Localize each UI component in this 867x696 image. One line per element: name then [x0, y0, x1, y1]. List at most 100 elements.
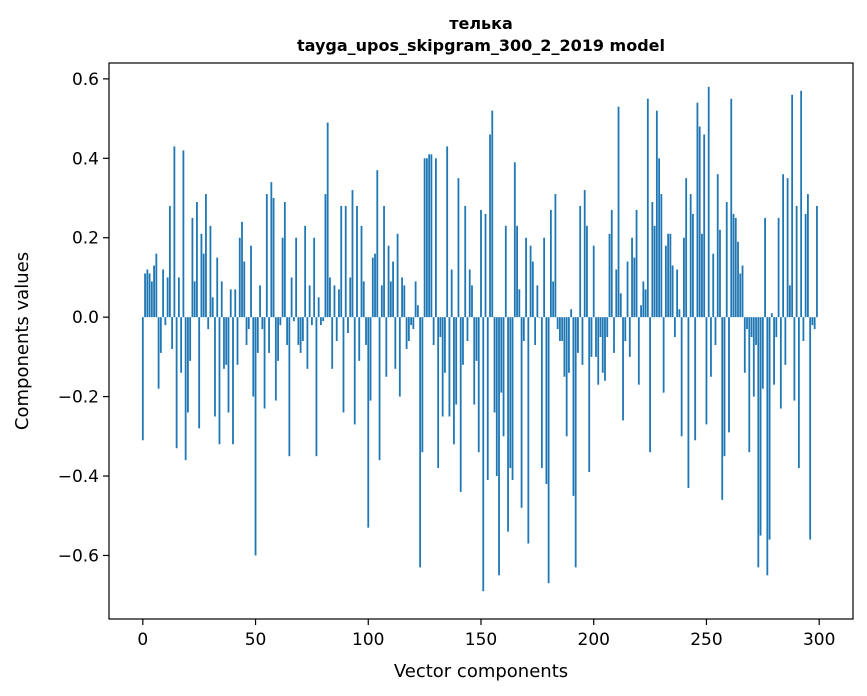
bar-126	[425, 158, 428, 318]
x-tick-label: 200	[578, 630, 610, 650]
bar-235	[671, 265, 674, 318]
bar-169	[522, 317, 525, 341]
bar-110	[389, 281, 392, 318]
bar-151	[482, 317, 485, 592]
bar-147	[473, 317, 476, 405]
bar-74	[308, 285, 311, 318]
bar-79	[320, 317, 322, 326]
bar-118	[407, 317, 410, 341]
bar-10	[164, 317, 167, 326]
bar-160	[502, 317, 505, 437]
bar-18	[182, 150, 185, 318]
bar-158	[498, 317, 500, 576]
bar-233	[667, 233, 670, 318]
bar-67	[292, 317, 295, 322]
bar-215	[626, 261, 629, 318]
bar-49	[252, 317, 255, 397]
bar-185	[559, 317, 561, 341]
bar-128	[430, 154, 433, 318]
bar-203	[599, 317, 602, 338]
bar-175	[536, 285, 539, 318]
y-tick-label: 0.2	[72, 229, 99, 249]
y-tick-label: −0.6	[58, 546, 99, 566]
bar-157	[495, 317, 498, 477]
bar-12	[168, 205, 171, 318]
bar-85	[333, 285, 336, 318]
bar-59	[274, 317, 277, 401]
bar-19	[184, 317, 187, 461]
bar-32	[214, 317, 216, 417]
y-tick-label: 0.0	[72, 308, 99, 328]
bar-166	[516, 225, 518, 318]
bar-29	[207, 317, 210, 330]
bar-269	[748, 317, 751, 453]
bar-139	[455, 317, 458, 405]
bar-133	[441, 317, 444, 417]
bar-92	[349, 277, 352, 318]
bar-47	[247, 317, 250, 330]
bar-125	[423, 158, 426, 318]
bar-228	[655, 110, 658, 318]
bar-53	[261, 317, 264, 330]
bar-73	[306, 317, 309, 369]
bar-46	[245, 317, 248, 345]
bar-141	[459, 317, 462, 492]
bar-91	[347, 317, 349, 334]
bar-177	[540, 317, 543, 469]
bar-170	[525, 237, 527, 318]
bar-176	[538, 317, 541, 318]
bar-45	[243, 261, 246, 318]
bar-244	[692, 213, 694, 318]
bar-264	[737, 241, 739, 318]
bar-295	[807, 194, 809, 318]
bar-119	[410, 317, 413, 326]
bar-50	[254, 317, 257, 556]
bar-62	[281, 237, 284, 318]
bar-213	[622, 317, 624, 421]
bar-154	[489, 134, 491, 318]
bar-77	[315, 317, 318, 457]
bar-178	[543, 237, 546, 318]
bar-223	[644, 289, 647, 318]
bar-113	[396, 233, 399, 318]
bar-249	[703, 134, 706, 318]
bar-161	[504, 225, 507, 318]
bar-81	[324, 194, 327, 318]
bar-201	[595, 317, 597, 357]
y-tick-label: 0.4	[72, 149, 99, 169]
bar-132	[439, 317, 442, 338]
bar-120	[412, 317, 415, 330]
bar-245	[694, 317, 697, 441]
bar-122	[416, 305, 419, 318]
bar-205	[604, 317, 606, 381]
bar-252	[710, 317, 712, 377]
bar-275	[761, 317, 764, 389]
bar-217	[631, 237, 633, 318]
bar-276	[764, 217, 766, 318]
bar-268	[746, 317, 748, 330]
bar-95	[356, 205, 358, 318]
bar-124	[421, 317, 424, 453]
bar-241	[685, 178, 688, 318]
bar-216	[628, 317, 631, 357]
bar-101	[369, 317, 372, 401]
bar-56	[268, 317, 270, 353]
bar-143	[464, 205, 467, 318]
x-tick-label: 250	[690, 630, 722, 650]
bar-280	[773, 317, 775, 385]
bar-121	[414, 281, 417, 318]
bar-254	[714, 317, 717, 345]
bar-232	[664, 245, 667, 318]
bar-183	[554, 194, 557, 318]
bar-242	[687, 317, 690, 488]
bar-116	[403, 285, 406, 318]
bar-17	[180, 317, 183, 373]
bar-36	[223, 317, 225, 369]
bar-239	[680, 317, 683, 437]
bar-273	[757, 317, 760, 568]
bar-163	[509, 317, 512, 469]
bar-253	[712, 253, 715, 318]
bar-42	[236, 317, 239, 365]
bar-288	[791, 94, 794, 318]
